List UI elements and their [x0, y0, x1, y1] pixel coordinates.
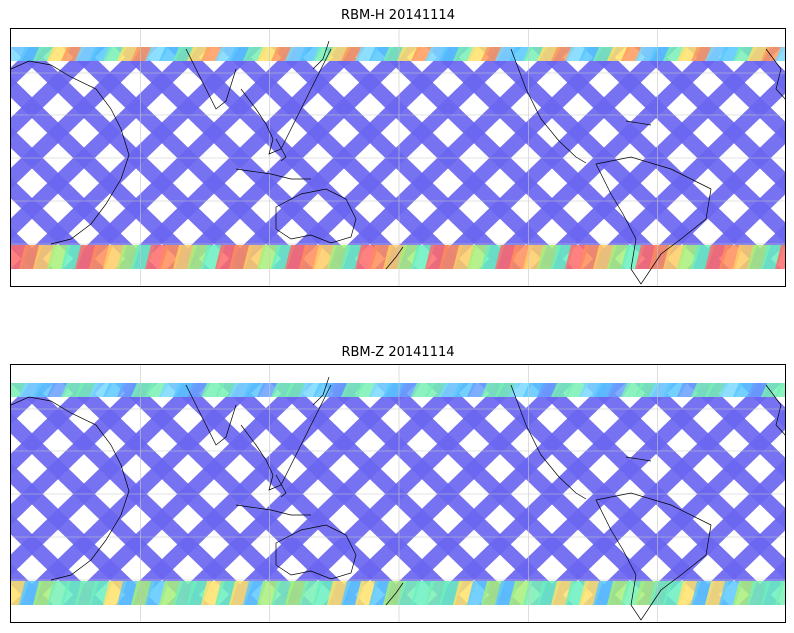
graticule: [11, 365, 785, 622]
swath-ascending: [738, 560, 785, 605]
south-band-cell: [775, 581, 785, 605]
coastline: [385, 246, 404, 270]
coastline: [235, 504, 311, 516]
map-panel-rbm-z: [10, 364, 786, 623]
swath-descending: [738, 47, 785, 92]
map-panel-rbm-h: [10, 28, 786, 287]
panel-title-rbm-h: RBM-H 20141114: [341, 8, 455, 23]
coastline: [275, 524, 357, 580]
swath-map-rbm-z: [11, 365, 785, 622]
swath-ascending: [738, 224, 785, 269]
coastline: [275, 138, 287, 162]
swath-descending: [686, 47, 785, 143]
coastline: [275, 188, 357, 244]
coastline: [275, 474, 287, 498]
coastline: [312, 40, 330, 70]
coastline: [11, 60, 130, 245]
coastline: [765, 48, 785, 100]
panel-title-rbm-z: RBM-Z 20141114: [341, 345, 455, 360]
coastline: [765, 384, 785, 436]
swath-ascending: [686, 173, 785, 269]
coastline: [185, 384, 237, 446]
coastline: [240, 48, 332, 155]
north-band-cell: [775, 383, 785, 397]
swath-descending: [738, 383, 785, 428]
coastlines: [11, 376, 785, 621]
north-band-cell: [775, 47, 785, 61]
coastline: [11, 396, 130, 581]
swath-ascending: [686, 509, 785, 605]
coastline: [312, 376, 330, 406]
swath-map-rbm-h: [11, 29, 785, 286]
coastline: [625, 120, 652, 126]
coastline: [595, 492, 712, 621]
graticule: [11, 29, 785, 286]
coastline: [240, 384, 332, 491]
coastline: [510, 384, 587, 500]
coastline: [385, 582, 404, 606]
swath-descending: [686, 383, 785, 479]
coastline: [235, 168, 311, 180]
coastline: [625, 456, 652, 462]
coastline: [595, 156, 712, 285]
south-band-cell: [775, 245, 785, 269]
coastline: [185, 48, 237, 110]
coastline: [510, 48, 587, 164]
coastlines: [11, 40, 785, 285]
